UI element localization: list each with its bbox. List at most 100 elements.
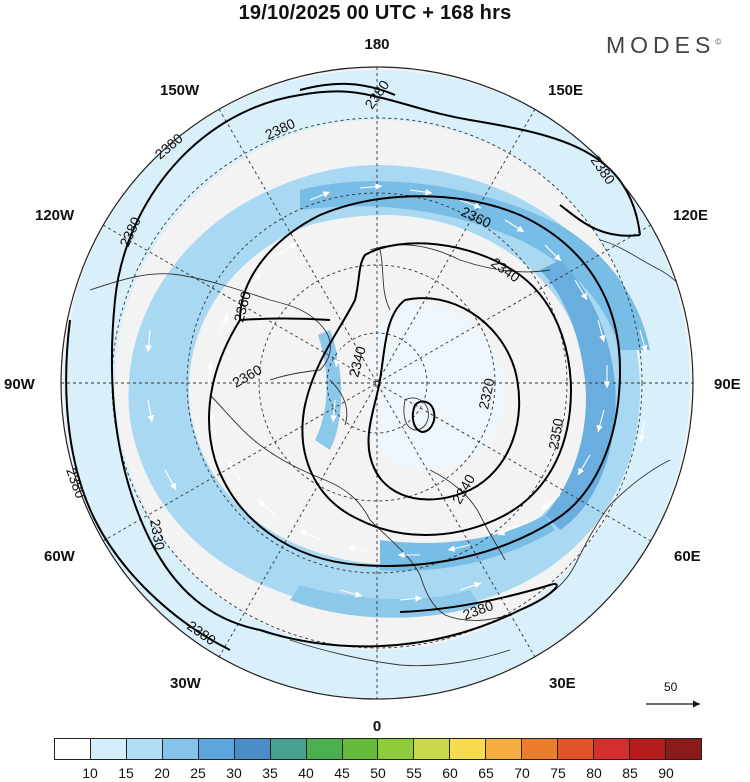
height-contours — [65, 82, 641, 651]
colorbar-tick-label: 25 — [190, 765, 206, 781]
wind-vector — [145, 329, 152, 353]
jet-core-south — [380, 515, 555, 571]
wind-vector — [574, 279, 588, 301]
wind-vector — [596, 409, 605, 433]
brand-name: MODES — [606, 32, 716, 58]
lon-label-30w: 30W — [170, 675, 202, 692]
wind-vector — [339, 589, 363, 598]
contour-label: 2320 — [475, 377, 497, 411]
wind-vectors — [145, 183, 648, 602]
inner-calm-area — [364, 304, 506, 471]
wind-vector — [504, 219, 525, 233]
contour-2360 — [208, 195, 622, 567]
contour-label: 2360 — [230, 289, 254, 323]
wind-vector — [277, 242, 298, 256]
lon-label-90e: 90E — [714, 376, 741, 393]
contour-2360-tail — [239, 317, 331, 321]
lon-label-90w: 90W — [4, 376, 36, 393]
wind-vector — [227, 459, 241, 481]
wind-vector — [309, 191, 331, 201]
colorbar-swatch — [90, 739, 127, 759]
colorbar-swatch — [594, 739, 630, 759]
coastlines — [89, 239, 691, 667]
contour-2320 — [367, 297, 521, 501]
colorbar-swatch — [665, 739, 701, 759]
wind-vector — [147, 399, 155, 423]
brand-mark: © — [715, 37, 722, 47]
wind-vector — [244, 272, 262, 291]
colorbar-tick-label: 70 — [514, 765, 530, 781]
colorbar-tick-label: 40 — [298, 765, 314, 781]
wind-vector — [299, 529, 321, 541]
lon-label-60w: 60W — [44, 548, 76, 565]
contour-label: 2330 — [147, 518, 168, 552]
wind-vector — [359, 183, 383, 190]
contour-2380-west — [110, 299, 261, 631]
colorbar-tick-label: 15 — [118, 765, 134, 781]
lon-label-30e: 30E — [549, 675, 576, 692]
wind-vector — [330, 399, 337, 423]
colorbar-swatch — [126, 739, 163, 759]
contour-2380-north — [114, 90, 641, 301]
lon-label-150e: 150E — [548, 82, 583, 99]
lon-label-180: 180 — [364, 36, 389, 53]
colorbar-swatch — [270, 739, 307, 759]
wind-vector — [206, 361, 214, 386]
colorbar-swatch — [630, 739, 666, 759]
colorbar-tick-label: 85 — [622, 765, 638, 781]
wind-vector — [597, 319, 606, 343]
colorbar-tick-label: 55 — [406, 765, 422, 781]
lon-label-0: 0 — [373, 718, 381, 735]
colorbar-swatch — [522, 739, 559, 759]
wind-vector — [399, 595, 423, 602]
contour-2340 — [301, 242, 572, 536]
colorbar-tick-label: 30 — [226, 765, 242, 781]
contour-2380-south — [259, 583, 558, 648]
wind-vector — [257, 499, 276, 516]
colorbar-swatch — [486, 739, 523, 759]
colorbar-tick-label: 60 — [442, 765, 458, 781]
wind-vector — [541, 494, 561, 511]
wind-vector — [347, 545, 371, 553]
wind-vector — [164, 469, 177, 491]
colorbar-swatch — [198, 739, 235, 759]
colorbar-swatch — [162, 739, 199, 759]
wind-vector — [577, 454, 591, 476]
chart-title: 19/10/2025 00 UTC + 168 hrs — [238, 2, 512, 24]
wind-vector — [333, 344, 341, 368]
colorbar-swatch — [306, 739, 343, 759]
reference-vector-label: 50 — [664, 680, 678, 694]
colorbar-tick-label: 20 — [154, 765, 170, 781]
map-border — [60, 66, 694, 700]
contour-label: 2350 — [545, 417, 566, 451]
colorbar-tick-label: 80 — [586, 765, 602, 781]
graticule — [61, 67, 693, 699]
wind-vector — [459, 199, 482, 209]
contour-2380-pole — [299, 82, 396, 96]
colorbar-tick-label: 90 — [658, 765, 674, 781]
wind-vector — [639, 329, 648, 353]
colorbar-swatch — [414, 739, 451, 759]
wind-vector — [544, 244, 562, 262]
colorbar-swatch — [558, 739, 595, 759]
lon-label-120w: 120W — [35, 207, 75, 224]
wind-vector — [447, 544, 471, 552]
lon-label-120e: 120E — [673, 207, 708, 224]
wind-vector — [459, 581, 482, 591]
lon-label-60e: 60E — [674, 548, 701, 565]
colorbar-tick-label: 10 — [82, 765, 98, 781]
colorbar-tick-label: 45 — [334, 765, 350, 781]
lon-label-150w: 150W — [160, 82, 200, 99]
brand-logo: MODES© — [606, 32, 721, 59]
jet-core-east — [540, 260, 616, 530]
contour-2380-ne — [559, 204, 641, 237]
contour-label: 2340 — [345, 344, 369, 378]
contour-inner-low — [411, 400, 436, 434]
longitude-labels: 180 0 90W 90E 150W 150E 120W 120E 60W 60… — [4, 36, 741, 735]
colorbar — [54, 738, 702, 760]
colorbar-swatch — [55, 739, 91, 759]
colorbar-swatch — [378, 739, 415, 759]
wind-vector — [409, 188, 433, 196]
wind-vector — [638, 419, 646, 443]
